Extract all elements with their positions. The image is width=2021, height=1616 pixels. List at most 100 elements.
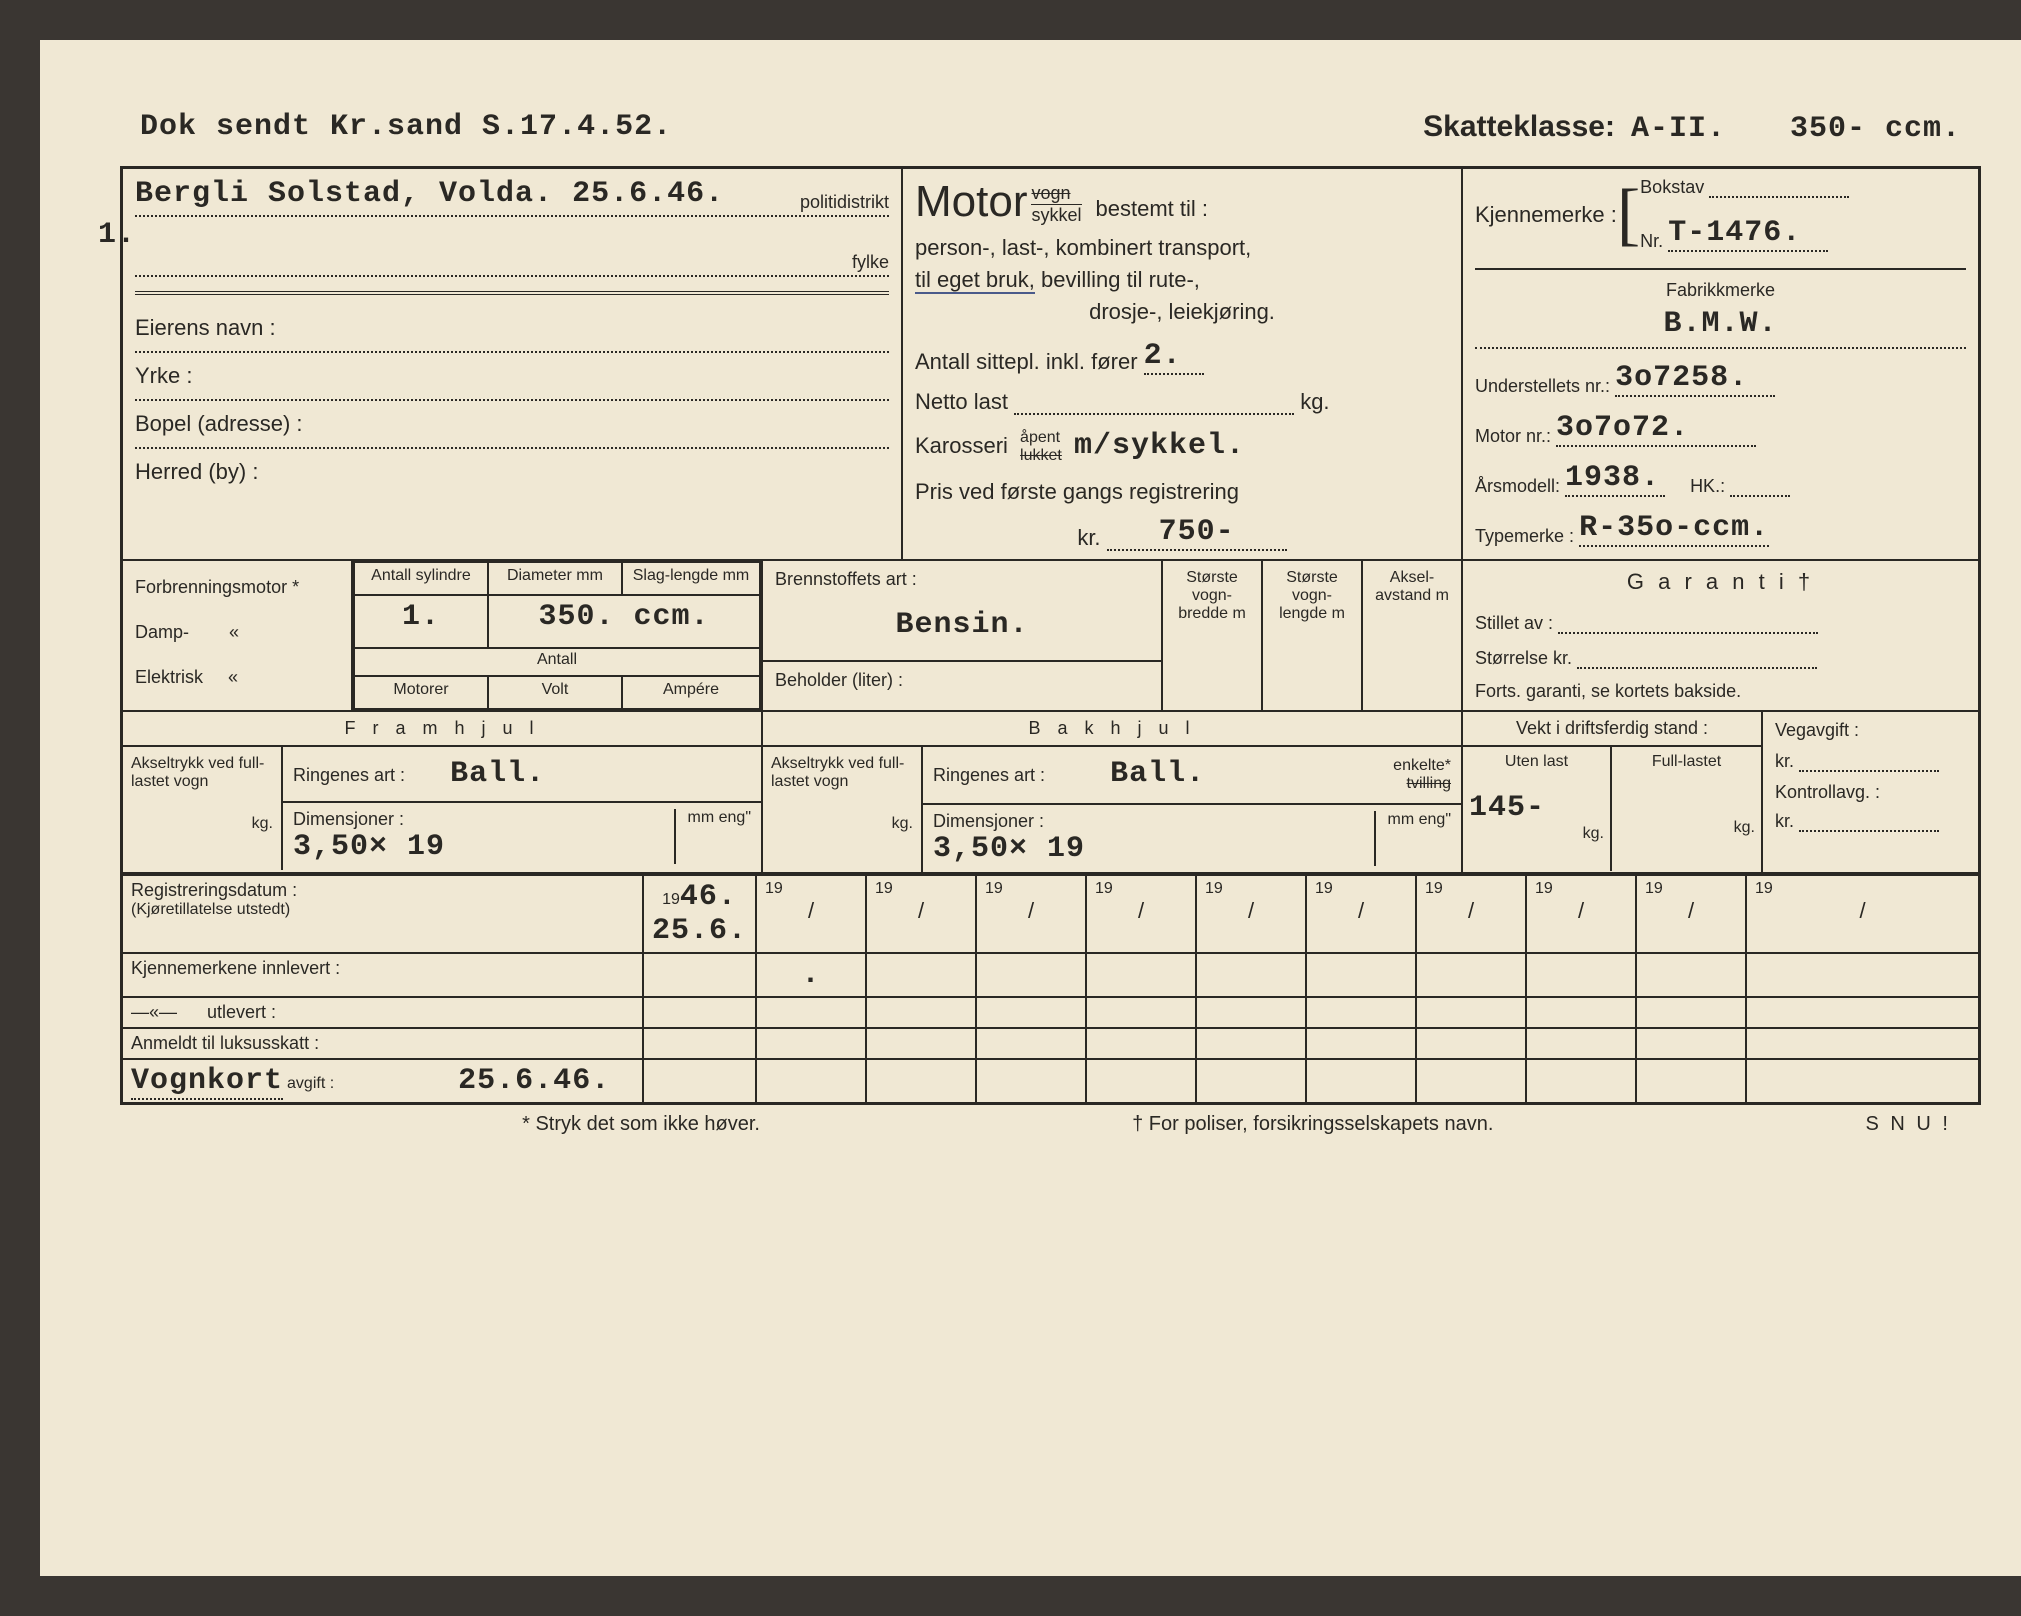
footer-stryk: * Stryk det som ikke høver. bbox=[522, 1113, 760, 1136]
pris-label: Pris ved første gangs registrering bbox=[915, 479, 1449, 505]
lukket-struck: lukket bbox=[1020, 447, 1062, 465]
syl-header: Antall sylindre bbox=[354, 562, 488, 595]
fabrikk-value: B.M.W. bbox=[1663, 307, 1777, 341]
footer-poliser: † For poliser, forsikringsselskapets nav… bbox=[1132, 1113, 1493, 1136]
sykkel: sykkel bbox=[1031, 205, 1081, 226]
herred-label: Herred (by) : bbox=[135, 449, 889, 489]
bracket-icon: [ bbox=[1617, 194, 1640, 236]
engine-section: Forbrenningsmotor * Damp- « Elektrisk « … bbox=[123, 561, 1978, 712]
syl-value: 1. bbox=[354, 595, 488, 647]
yrke-label: Yrke : bbox=[135, 353, 889, 401]
typemerke-label: Typemerke : bbox=[1475, 526, 1574, 546]
politidistrikt-label: politidistrikt bbox=[800, 192, 889, 213]
hk-label: HK.: bbox=[1690, 476, 1725, 496]
netto-label: Netto last bbox=[915, 389, 1008, 414]
ccm-value: 350- ccm. bbox=[1790, 112, 1961, 146]
eier-navn-label: Eierens navn : bbox=[135, 305, 889, 353]
sittepl-value: 2. bbox=[1144, 339, 1182, 373]
dim-front-label: Dimensjoner : bbox=[293, 809, 404, 829]
vekt-label: Vekt i driftsferdig stand : bbox=[1463, 712, 1761, 747]
kg-full: kg. bbox=[1618, 819, 1755, 837]
motorer-header: Motorer bbox=[354, 676, 488, 709]
lengde-header: Største vogn-lengde m bbox=[1263, 561, 1363, 712]
motor-line2-under: til eget bruk, bbox=[915, 267, 1035, 294]
mmeng-rear: mm eng" bbox=[1374, 811, 1451, 866]
ampere-header: Ampére bbox=[622, 676, 760, 709]
brennstoff-label: Brennstoffets art : bbox=[775, 569, 1149, 590]
registration-table: Registreringsdatum : (Kjøretillatelse ut… bbox=[123, 874, 1978, 1102]
footer-row: * Stryk det som ikke høver. † For polise… bbox=[120, 1105, 1981, 1136]
wheels-section: F r a m h j u l Akseltrykk ved full-last… bbox=[123, 712, 1978, 874]
registration-card: 1. Dok sendt Kr.sand S.17.4.52. Skattekl… bbox=[40, 40, 2021, 1576]
utlevert: —«— utlevert : bbox=[123, 997, 643, 1028]
fabrikk-label: Fabrikkmerke bbox=[1475, 280, 1966, 301]
avgift-sub: avgift : bbox=[287, 1075, 334, 1092]
dok-sendt: Dok sendt Kr.sand S.17.4.52. bbox=[140, 110, 672, 146]
sittepl-label: Antall sittepl. inkl. fører bbox=[915, 349, 1138, 374]
reg-label: Registreringsdatum : bbox=[131, 880, 297, 900]
understell-value: 3o7258. bbox=[1615, 361, 1748, 395]
nr-label: Nr. bbox=[1640, 231, 1663, 251]
header-row: Dok sendt Kr.sand S.17.4.52. Skatteklass… bbox=[120, 110, 1981, 146]
aksel-header: Aksel-avstand m bbox=[1363, 561, 1463, 712]
slag-header: Slag-lengde mm bbox=[622, 562, 760, 595]
owner-line1: Bergli Solstad, Volda. 25.6.46. bbox=[135, 177, 724, 211]
kr-label: kr. bbox=[1077, 525, 1100, 550]
dim-rear-value: 3,50× 19 bbox=[933, 832, 1085, 866]
y1: 46. bbox=[680, 880, 737, 914]
skatteklasse-label: Skatteklasse: bbox=[1423, 110, 1615, 143]
owner-cell: Bergli Solstad, Volda. 25.6.46. politidi… bbox=[123, 169, 903, 561]
uten-label: Uten last bbox=[1469, 753, 1604, 771]
dim-rear-label: Dimensjoner : bbox=[933, 811, 1044, 831]
forts-label: Forts. garanti, se kortets bakside. bbox=[1475, 681, 1966, 702]
ringenes-rear: Ringenes art : bbox=[933, 765, 1045, 785]
motor-nr-label: Motor nr.: bbox=[1475, 426, 1551, 446]
understell-label: Understellets nr.: bbox=[1475, 376, 1610, 396]
motor-cell: Motor vogn sykkel bestemt til : person-,… bbox=[903, 169, 1463, 561]
main-frame: Bergli Solstad, Volda. 25.6.46. politidi… bbox=[120, 166, 1981, 1105]
akseltrykk-rear: Akseltrykk ved full-lastet vogn bbox=[771, 755, 904, 790]
bakhjul-label: B a k h j u l bbox=[763, 712, 1461, 747]
stillet-label: Stillet av : bbox=[1475, 613, 1553, 633]
framhjul-label: F r a m h j u l bbox=[123, 712, 761, 747]
karosseri-value: m/sykkel. bbox=[1074, 429, 1245, 463]
mmeng-front: mm eng" bbox=[674, 809, 751, 864]
damp-label: Damp- « bbox=[135, 622, 339, 643]
enkelte: enkelte* bbox=[1393, 757, 1451, 774]
kr-value: 750- bbox=[1159, 515, 1235, 549]
bokstav-label: Bokstav bbox=[1640, 177, 1704, 197]
top-section: Bergli Solstad, Volda. 25.6.46. politidi… bbox=[123, 169, 1978, 561]
motor-line3: drosje-, leiekjøring. bbox=[915, 299, 1449, 325]
bredde-header: Største vogn-bredde m bbox=[1163, 561, 1263, 712]
dot-cell: . bbox=[756, 953, 866, 997]
vognkort: Vognkort bbox=[131, 1064, 283, 1100]
kjennemerke-label: Kjennemerke : bbox=[1475, 202, 1617, 228]
kontrollavg-label: Kontrollavg. : bbox=[1775, 782, 1966, 803]
cc-value: 350. ccm. bbox=[488, 595, 760, 647]
bopel-label: Bopel (adresse) : bbox=[135, 401, 889, 449]
kjenn-inn: Kjennemerkene innlevert : bbox=[123, 953, 643, 997]
elektrisk-label: Elektrisk « bbox=[135, 667, 339, 688]
kg-uten: kg. bbox=[1469, 825, 1604, 843]
anmeldt: Anmeldt til luksusskatt : bbox=[123, 1028, 643, 1059]
vegavgift-label: Vegavgift : bbox=[1775, 720, 1966, 741]
typemerke-value: R-35o-ccm. bbox=[1579, 511, 1769, 545]
bestemt-label: bestemt til : bbox=[1096, 196, 1208, 221]
dim-front-value: 3,50× 19 bbox=[293, 830, 445, 864]
volt-header: Volt bbox=[488, 676, 622, 709]
fylke-label: fylke bbox=[852, 252, 889, 273]
diameter-header: Diameter mm bbox=[488, 562, 622, 595]
kr2: kr. bbox=[1775, 811, 1794, 831]
kg-front: kg. bbox=[131, 815, 273, 833]
reg-sub: (Kjøretillatelse utstedt) bbox=[131, 901, 290, 918]
uten-value: 145- bbox=[1469, 791, 1604, 825]
nr-value: T-1476. bbox=[1668, 216, 1801, 250]
kg-rear: kg. bbox=[771, 815, 913, 833]
karosseri-label: Karosseri bbox=[915, 433, 1008, 458]
vognkort-date: 25.6.46. bbox=[458, 1064, 610, 1098]
vogn-struck: vogn bbox=[1031, 183, 1081, 205]
netto-unit: kg. bbox=[1300, 389, 1329, 414]
akseltrykk-front: Akseltrykk ved full-lastet vogn bbox=[131, 755, 264, 790]
full-label: Full-lastet bbox=[1618, 753, 1755, 771]
storrelse-label: Størrelse kr. bbox=[1475, 648, 1572, 668]
